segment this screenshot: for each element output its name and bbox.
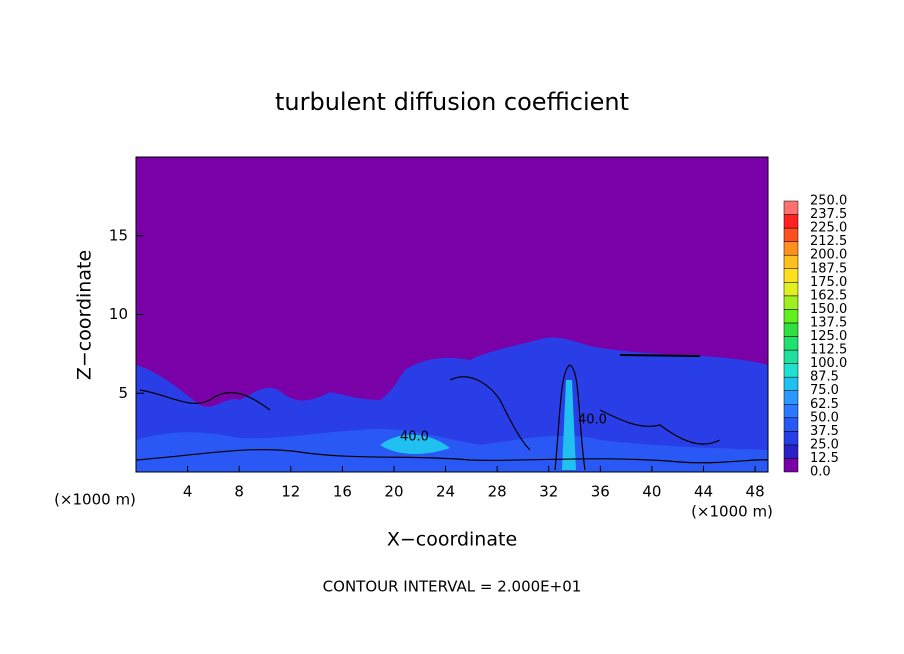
- colorbar-band: [783, 254, 799, 269]
- colorbar-band: [783, 336, 799, 351]
- colorbar-label: 137.5: [810, 315, 847, 330]
- colorbar-band: [783, 444, 799, 459]
- colorbar-band: [783, 214, 799, 229]
- colorbar-band: [783, 431, 799, 446]
- colorbar-band: [783, 404, 799, 419]
- colorbar-label: 175.0: [810, 275, 847, 290]
- x-tick-label: 4: [183, 483, 193, 501]
- colorbar-band: [783, 458, 799, 473]
- x-tick-label: 36: [591, 483, 610, 501]
- y-tick-label: 10: [109, 305, 128, 323]
- colorbar-label: 75.0: [810, 383, 839, 398]
- colorbar-band: [783, 363, 799, 378]
- colorbar-label: 25.0: [810, 437, 839, 452]
- y-tick-label: 15: [109, 226, 128, 244]
- footer: CONTOUR INTERVAL = 2.000E+01: [323, 578, 582, 596]
- colorbar-band: [783, 227, 799, 242]
- colorbar-label: 12.5: [810, 451, 839, 466]
- colorbar-label: 37.5: [810, 424, 839, 439]
- x-tick-label: 48: [746, 483, 765, 501]
- field: 40.0 40.0: [135, 157, 769, 472]
- colorbar-band: [783, 349, 799, 364]
- colorbar-band: [783, 241, 799, 256]
- x-tick-label: 32: [539, 483, 558, 501]
- colorbar-label: 87.5: [810, 370, 839, 385]
- colorbar-label: 187.5: [810, 261, 847, 276]
- colorbar-band: [783, 282, 799, 297]
- y-tick-label: 5: [118, 384, 128, 402]
- x-axis-label: X−coordinate: [387, 529, 517, 551]
- contour-label: 40.0: [578, 413, 607, 428]
- colorbar-label: 150.0: [810, 302, 847, 317]
- colorbar-band: [783, 417, 799, 432]
- colorbar-label: 50.0: [810, 410, 839, 425]
- chart-title: turbulent diffusion coefficient: [275, 88, 629, 116]
- colorbar-label: 237.5: [810, 207, 847, 222]
- x-tick-label: 28: [488, 483, 507, 501]
- colorbar-band: [783, 309, 799, 324]
- y-axis-label: Z−coordinate: [74, 250, 96, 380]
- colorbar-label: 62.5: [810, 397, 839, 412]
- colorbar-band: [783, 322, 799, 337]
- x-tick-label: 44: [694, 483, 713, 501]
- x-unit: (×1000 m): [691, 503, 773, 521]
- colorbar-label: 100.0: [810, 356, 847, 371]
- colorbar-band: [783, 200, 799, 215]
- colorbar-label: 225.0: [810, 221, 847, 236]
- x-tick-label: 12: [281, 483, 300, 501]
- colorbar-label: 125.0: [810, 329, 847, 344]
- x-tick-label: 16: [333, 483, 352, 501]
- colorbar-label: 112.5: [810, 343, 847, 358]
- colorbar-label: 212.5: [810, 234, 847, 249]
- colorbar-band: [783, 268, 799, 283]
- colorbar-band: [783, 295, 799, 310]
- colorbar-label: 200.0: [810, 248, 847, 263]
- x-tick-label: 40: [642, 483, 661, 501]
- colorbar-label: 250.0: [810, 194, 847, 209]
- colorbar-band: [783, 390, 799, 405]
- contour-label: 40.0: [400, 430, 429, 445]
- x-tick-label: 20: [384, 483, 403, 501]
- x-tick-label: 8: [234, 483, 244, 501]
- x-unit: (×1000 m): [54, 491, 136, 509]
- colorbar-band: [783, 376, 799, 391]
- colorbar-label: 162.5: [810, 288, 847, 303]
- x-tick-label: 24: [436, 483, 455, 501]
- colorbar-label: 0.0: [810, 465, 831, 480]
